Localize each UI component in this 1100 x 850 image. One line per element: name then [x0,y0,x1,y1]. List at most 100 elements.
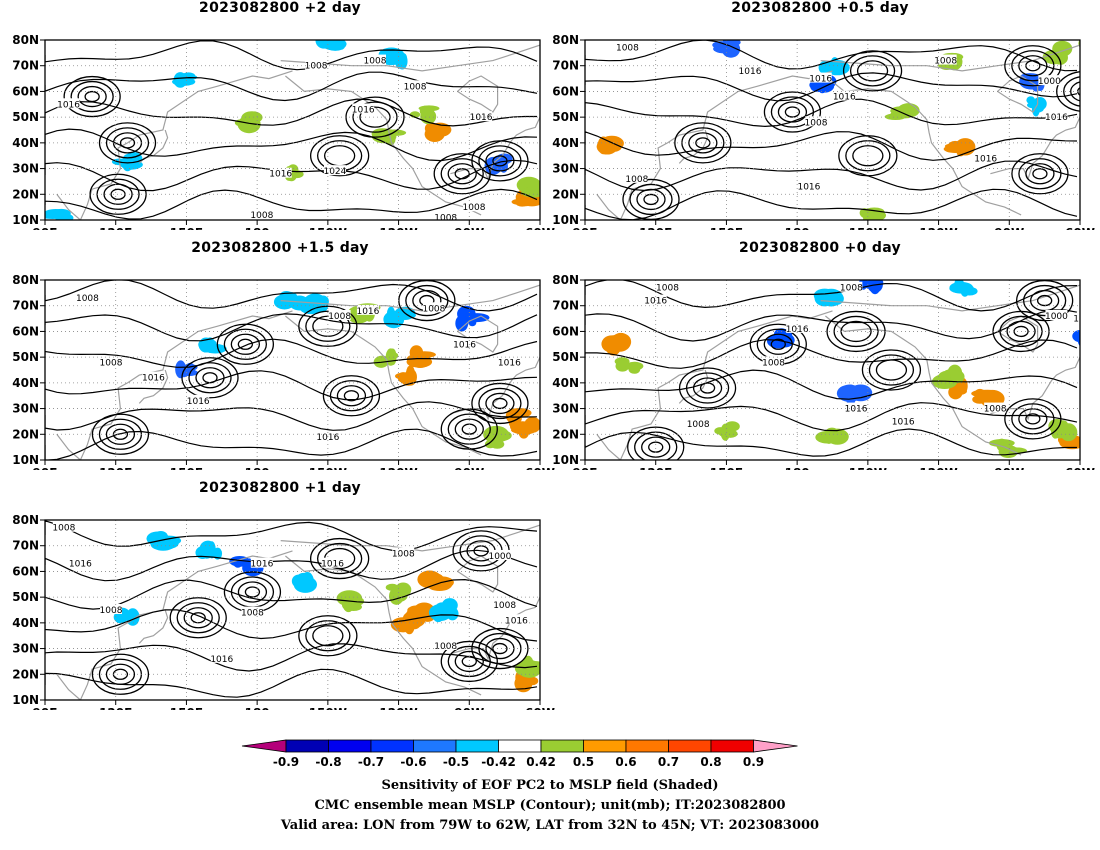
contour-label: 1000 [488,552,511,562]
y-tick-label: 80N [552,273,579,287]
isobar-contour [45,520,538,552]
y-tick-label: 50N [12,110,39,124]
sensitivity-shade [1087,45,1100,54]
sensitivity-shade [813,288,836,303]
contour-label: 1016 [352,105,375,115]
isobar-contour [585,402,1078,432]
y-tick-label: 10N [12,453,39,467]
sensitivity-shade [455,315,469,332]
contour-label: 1016 [1045,113,1068,123]
x-tick-label: 120W [919,226,957,230]
contour-label: 1008 [364,57,387,67]
contour-label-bg [984,402,1007,413]
coastline [138,609,169,644]
pressure-center-contour [316,542,363,575]
contour-label: 1016 [321,560,344,570]
sensitivity-shade [243,116,254,123]
isobar-contour [585,72,1078,102]
pressure-center-contour [1025,163,1055,185]
contour-label-bg [434,640,457,650]
sensitivity-shade [1072,330,1080,343]
contour-label: 1008 [762,358,785,368]
pressure-center-contour [195,367,225,389]
isobar-contour [45,71,538,102]
x-tick-label: 150W [309,706,347,710]
coastline [56,550,293,700]
pressure-center-contour [105,127,150,159]
pressure-center-contour [454,168,470,180]
contour-label-bg [57,98,80,109]
isobar-contour [585,428,1077,457]
pressure-center-contour [1070,81,1080,102]
contour-label-bg [305,59,328,70]
pressure-center-contour [1022,284,1067,317]
contour-label: 1008 [463,203,486,213]
x-tick-label: 120W [379,226,417,230]
pressure-center-contour [1025,413,1041,425]
coastline [990,116,1080,181]
contour-label-bg [644,294,667,305]
sensitivity-shade [286,293,295,302]
pressure-center-contour [685,372,730,404]
sensitivity-shade [605,337,622,356]
contour-label: 1016 [833,93,856,103]
x-tick-label: 150W [849,466,887,470]
sensitivity-shade [625,361,644,371]
y-tick-label: 20N [552,427,579,441]
panel-title: 2023082800 +0.5 day [731,0,909,16]
sensitivity-shade [395,582,412,597]
sensitivity-shade [386,306,396,321]
x-tick-label: 180 [785,466,810,470]
colorbar-high-extend [753,739,798,753]
pressure-center-contour [298,305,358,347]
contour-label: 1008 [687,420,710,430]
pressure-center-contour [674,122,732,164]
x-tick-label: 90W [994,466,1024,470]
x-tick-label: 90E [573,466,598,470]
contour-label-bg [250,557,273,568]
contour-label-bg [356,304,379,315]
contour-label: 1008 [305,62,328,72]
pressure-center-contour [492,397,508,410]
colorbar-tick-label: 0.42 [526,755,556,769]
colorbar-tick-label: -0.8 [315,755,341,769]
coastline [285,555,482,696]
coastline [285,75,482,216]
sensitivity-shade [527,180,540,195]
isobar-contour [585,280,1078,312]
pressure-center-contour [98,122,157,164]
pressure-center-contour [1056,71,1080,112]
contour-label: 1016 [974,154,997,164]
pressure-center-contour [1036,294,1053,307]
sensitivity-shade [1087,37,1100,50]
y-tick-label: 30N [552,162,579,176]
y-tick-label: 40N [552,376,579,390]
sensitivity-shade [395,372,416,380]
sensitivity-shade [213,547,223,560]
pressure-center-contour [405,284,449,317]
map-panel-plus-2-day: 2023082800 +2 day 1008 1016 1016 1016 1016 10… [0,0,560,230]
pressure-center-contour [856,60,889,82]
contour-label-bg [364,54,386,65]
pressure-center-contour [692,377,723,399]
isobar-contour [45,370,538,401]
sensitivity-shade [615,360,630,372]
sensitivity-shade [890,106,913,116]
y-tick-label: 80N [552,33,579,47]
contour-label: 1008 [616,44,639,54]
sensitivity-shade [724,421,740,432]
y-tick-label: 60N [552,324,579,338]
caption-line-1: Sensitivity of EOF PC2 to MSLP field (Sh… [381,778,719,793]
contour-label: 1016 [739,67,762,77]
sensitivity-shade [845,389,856,406]
pressure-center-contour [1004,398,1062,440]
colorbar-tick-label: -0.5 [443,755,469,769]
sensitivity-map: 1008 1016 1016 1008 1008 1000 1016 1016 1016 1008… [552,273,1095,470]
x-tick-label: 60W [1065,226,1095,230]
pressure-center-contour [1018,408,1048,430]
pressure-center-contour [784,106,801,118]
pressure-center-contour [440,408,498,450]
colorbar-tick-label: 0.6 [615,755,636,769]
coastline [997,315,1039,353]
isobar-contour [585,369,1078,400]
